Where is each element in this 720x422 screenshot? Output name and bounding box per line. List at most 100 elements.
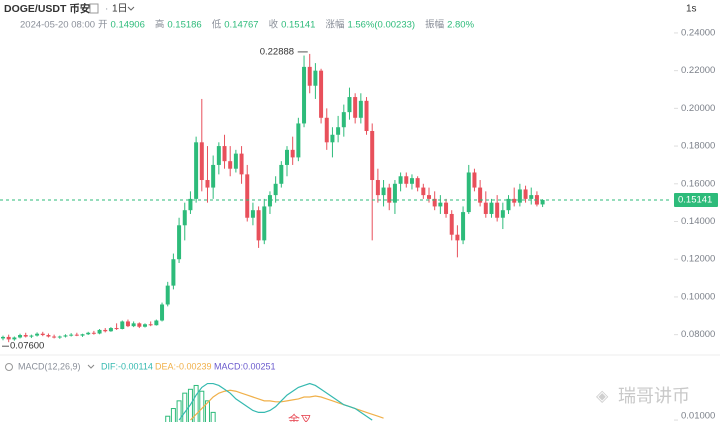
summary-label: 涨幅	[325, 19, 345, 31]
watermark-icon: ◈	[596, 388, 609, 405]
candle-body	[86, 332, 91, 335]
speed[interactable]: 1s	[686, 4, 697, 15]
candle-body	[250, 210, 255, 218]
candle-body	[239, 153, 244, 175]
macd-bar	[193, 384, 199, 422]
y-tick-label: 0.16000	[681, 178, 715, 189]
candle-body	[97, 329, 102, 334]
candle-body	[483, 202, 488, 214]
candle-body	[358, 100, 363, 118]
candle-body	[404, 176, 409, 184]
candle-body	[46, 335, 51, 337]
candle-body	[302, 66, 307, 124]
candle-body	[74, 334, 79, 336]
summary-label: 收	[269, 19, 279, 31]
y2-tick-label: 0.01000	[681, 411, 715, 422]
summary-label: 高	[155, 19, 165, 31]
macd-bar	[176, 400, 182, 422]
summary-label: 低	[212, 19, 222, 31]
candle-body	[91, 332, 96, 334]
chevron	[87, 364, 95, 369]
candle-body	[461, 212, 466, 241]
candle-body	[506, 198, 511, 211]
candle-body	[353, 97, 358, 118]
candle-body	[285, 149, 289, 165]
candle-body	[500, 210, 505, 218]
candle-body	[387, 187, 392, 203]
edit-icon[interactable]	[89, 3, 99, 14]
candle-body	[182, 210, 187, 226]
macd-bar	[165, 415, 171, 422]
candle-body	[188, 198, 193, 211]
candle-body	[489, 202, 494, 214]
dot: ·	[105, 4, 108, 15]
y-tick-label: 0.22000	[681, 65, 715, 76]
candle-body	[262, 206, 267, 241]
candle-body	[6, 336, 11, 340]
candle-body	[398, 176, 403, 184]
macd-bar	[182, 392, 188, 422]
current-price-box	[674, 192, 718, 207]
candle-body	[12, 337, 17, 340]
summary-value: 0.15141	[281, 20, 315, 31]
candle-body	[154, 320, 159, 326]
candle-body	[228, 161, 233, 169]
candle-body	[517, 189, 522, 203]
candle-body	[449, 213, 454, 235]
candle-body	[120, 321, 125, 329]
candle-body	[540, 199, 545, 205]
candle-body	[273, 183, 278, 196]
candle-body	[392, 183, 397, 203]
candle-body	[114, 328, 119, 330]
candle-body	[438, 202, 443, 207]
summary-value: 1.56%(0.00233)	[347, 20, 415, 31]
candle-body	[35, 333, 40, 336]
summary-value: 2.80%	[447, 20, 474, 31]
pair: DOGE/USDT 币安	[4, 2, 91, 15]
macd-annotation: 金叉	[288, 412, 312, 422]
candle-body	[296, 123, 301, 158]
summary-label: 振幅	[425, 19, 445, 31]
candle-body	[529, 195, 534, 199]
candle-body	[336, 127, 341, 135]
summary-value: 0.14906	[111, 20, 145, 31]
y-tick-label: 0.20000	[681, 103, 715, 114]
candle-body	[415, 178, 420, 188]
candle-body	[125, 321, 130, 327]
candle-body	[409, 178, 414, 184]
candle-body	[495, 202, 500, 218]
candle-body	[52, 336, 57, 338]
dif-label: DIF:-0.00114	[101, 361, 153, 371]
candle-body	[466, 172, 471, 213]
candle-body	[330, 134, 335, 143]
candle-body	[324, 117, 329, 143]
bell-icon	[5, 363, 13, 371]
candle-body	[80, 334, 85, 336]
y-tick-label: 0.18000	[681, 141, 715, 152]
candle-body	[523, 189, 528, 199]
candle-body	[347, 97, 352, 113]
chevron	[127, 6, 135, 11]
date: 2024-05-20 08:00	[20, 20, 95, 31]
interval[interactable]: 1日	[112, 4, 128, 15]
candle-body	[131, 323, 136, 327]
candle-body	[267, 195, 272, 207]
y-tick-label: 0.12000	[681, 254, 715, 265]
candle-body	[29, 335, 34, 337]
candle-body	[69, 334, 74, 336]
low-label: 0.07600	[10, 341, 44, 352]
dif-line	[178, 382, 373, 421]
y-tick-label: 0.24000	[681, 27, 715, 38]
candle-body	[427, 195, 431, 199]
candle-body	[512, 198, 517, 203]
macd-label: MACD:0.00251	[214, 361, 276, 371]
summary-value: 0.14767	[224, 20, 258, 31]
dea-label: DEA:-0.00239	[155, 361, 212, 371]
candle-body	[455, 234, 460, 241]
candle-body	[171, 259, 176, 286]
candle-body	[478, 187, 483, 203]
candle-body	[375, 180, 380, 196]
macd-bar	[204, 400, 210, 422]
watermark: 瑞哥讲币	[618, 386, 690, 406]
candle-body	[432, 198, 437, 207]
